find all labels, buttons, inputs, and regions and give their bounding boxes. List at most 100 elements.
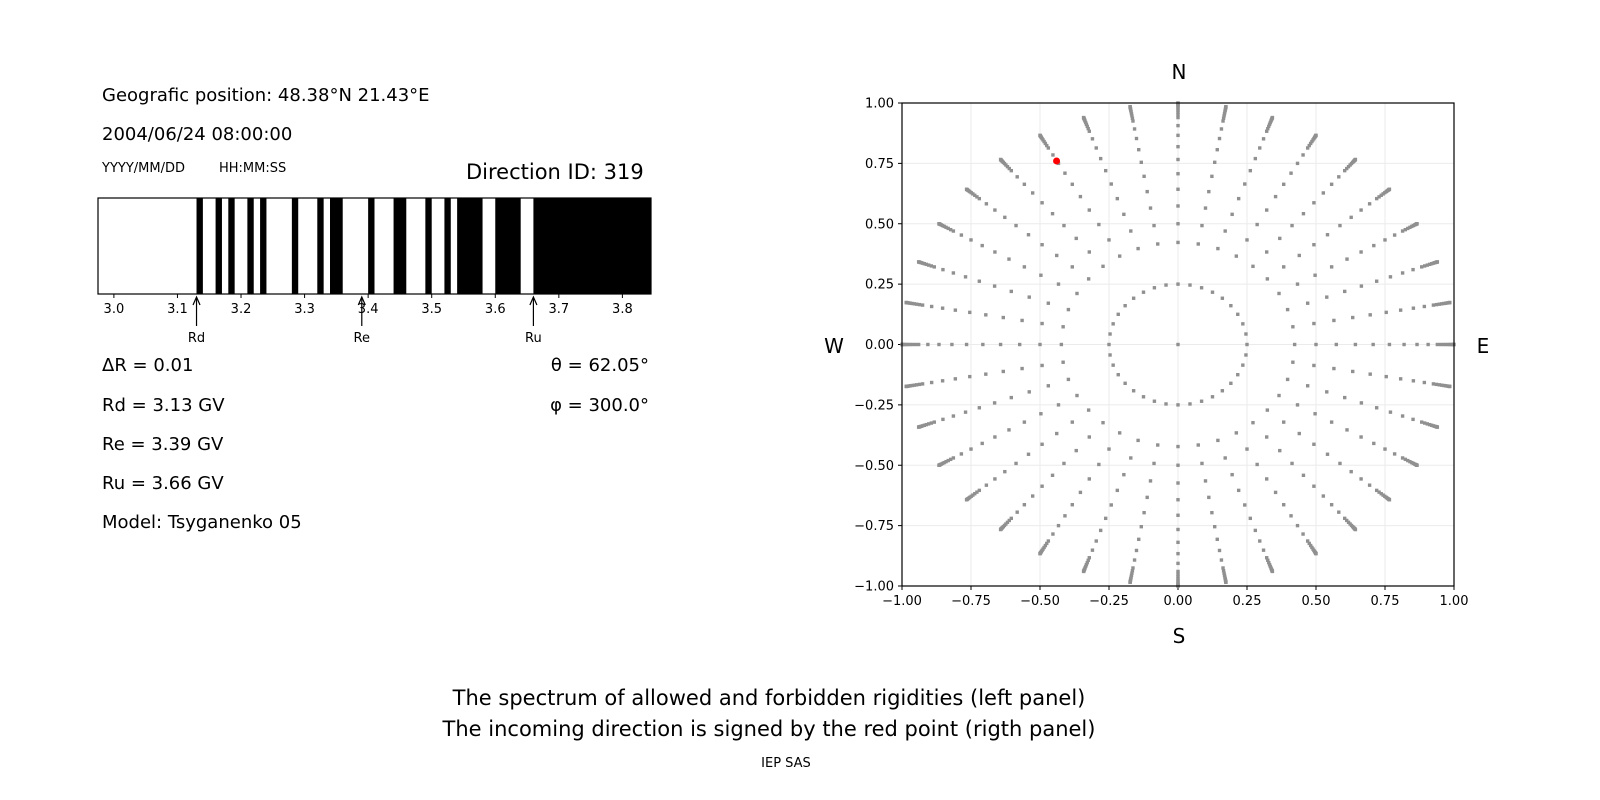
grid-point <box>1085 124 1089 129</box>
grid-point <box>973 193 977 197</box>
grid-point <box>1415 342 1419 347</box>
grid-point <box>1337 175 1341 179</box>
grid-point <box>964 187 969 191</box>
grid-point <box>1387 342 1392 347</box>
grid-point <box>1026 233 1031 237</box>
grid-point <box>1285 377 1290 382</box>
grid-point <box>1278 448 1282 453</box>
grid-point <box>1066 377 1071 382</box>
grid-point <box>1136 438 1140 443</box>
grid-point <box>1359 401 1364 405</box>
grid-point <box>1221 119 1225 123</box>
grid-point <box>941 417 945 422</box>
grid-point <box>1236 312 1240 317</box>
grid-point <box>1136 246 1140 251</box>
grid-point <box>1007 166 1011 171</box>
grid-point <box>1109 182 1113 186</box>
grid-point <box>959 233 964 237</box>
grid-point <box>1055 253 1059 258</box>
grid-point <box>977 406 982 410</box>
grid-point <box>1301 153 1305 157</box>
grid-point <box>1411 267 1415 272</box>
grid-point <box>1086 277 1091 281</box>
direction-id: Direction ID: 319 <box>466 160 644 184</box>
grid-point <box>1196 242 1200 246</box>
x-tick-label: 3.7 <box>548 302 569 317</box>
x-tick-label: 3.3 <box>294 302 315 317</box>
grid-point <box>959 452 964 456</box>
grid-point <box>953 377 958 381</box>
grid-point <box>1134 548 1139 553</box>
grid-point <box>1415 463 1419 467</box>
grid-point <box>1265 435 1269 439</box>
grid-point <box>1440 302 1444 306</box>
grid-point <box>912 383 916 387</box>
grid-point <box>1176 444 1180 449</box>
grid-point <box>1051 153 1055 157</box>
grid-point <box>1312 201 1316 205</box>
grid-point <box>1176 572 1180 576</box>
grid-point <box>1223 229 1227 233</box>
grid-point <box>1087 129 1091 133</box>
grid-point <box>998 342 1003 347</box>
grid-point <box>1141 395 1146 399</box>
grid-point <box>1199 399 1204 403</box>
grid-point <box>1117 254 1122 258</box>
grid-point <box>1337 510 1341 514</box>
grid-point <box>1251 264 1255 269</box>
grid-point <box>1343 395 1347 400</box>
grid-point <box>1384 310 1388 315</box>
grid-point <box>1176 123 1180 128</box>
compass-east: E <box>1477 334 1490 358</box>
grid-point <box>1130 114 1134 118</box>
grid-point <box>1368 372 1372 376</box>
grid-point <box>973 492 977 496</box>
grid-point <box>1329 503 1334 507</box>
grid-point <box>1321 191 1326 195</box>
grid-point <box>1359 284 1364 288</box>
grid-point <box>1312 363 1316 368</box>
grid-point <box>1087 556 1091 560</box>
forbidden-band <box>457 198 483 294</box>
grid-point <box>1379 193 1383 197</box>
compass-north: N <box>1172 60 1187 84</box>
grid-point <box>1203 206 1208 210</box>
caption-line-2: The incoming direction is signed by the … <box>442 717 1096 741</box>
theta-value: θ = 62.05° <box>550 355 649 376</box>
spectrum-frame <box>97 197 652 295</box>
y-tick-label: 1.00 <box>865 97 894 112</box>
time-format-label: HH:MM:SS <box>219 161 287 176</box>
grid-point <box>1009 516 1013 521</box>
grid-point <box>1312 243 1316 247</box>
grid-point <box>1132 558 1137 562</box>
grid-point <box>1398 308 1403 312</box>
grid-point <box>1145 495 1149 500</box>
grid-point <box>929 380 934 385</box>
ru-value: Ru = 3.66 GV <box>102 473 224 494</box>
grid-point <box>1338 223 1342 228</box>
grid-point <box>1367 483 1372 487</box>
grid-point <box>1265 556 1269 560</box>
grid-point <box>1131 389 1136 393</box>
forbidden-band <box>196 198 203 294</box>
grid-point <box>1086 408 1091 412</box>
grid-point <box>1248 168 1253 173</box>
grid-point <box>1007 257 1011 261</box>
grid-point <box>1265 208 1269 212</box>
grid-point <box>1009 168 1013 173</box>
grid-point <box>1094 539 1098 543</box>
grid-point <box>1164 283 1168 287</box>
grid-point <box>1219 127 1224 131</box>
grid-point <box>1026 452 1031 456</box>
grid-point <box>1130 116 1135 121</box>
grid-point <box>984 313 988 317</box>
grid-point <box>1434 302 1439 307</box>
x-tick-label: 3.0 <box>104 302 125 317</box>
grid-point <box>1061 325 1065 329</box>
forbidden-band <box>260 198 267 294</box>
grid-point <box>1015 175 1019 179</box>
grid-point <box>1101 420 1105 425</box>
grid-point <box>1188 402 1192 406</box>
grid-point <box>1435 425 1440 429</box>
x-tick-label: 3.4 <box>358 302 379 317</box>
